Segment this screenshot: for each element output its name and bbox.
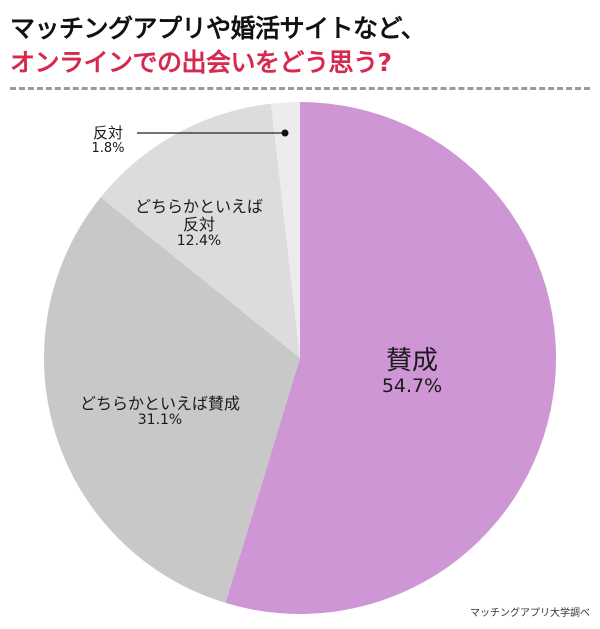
label-somewhat-disagree-name2: 反対 bbox=[182, 214, 216, 234]
chart-title-line1: マッチングアプリや婚活サイトなど、 bbox=[10, 14, 426, 43]
label-agree: 賛成 54.7% bbox=[381, 346, 443, 398]
label-disagree: 反対 1.8% bbox=[91, 125, 124, 156]
leader-dot bbox=[281, 129, 289, 137]
chart-title-line2: オンラインでの出会いをどう思う? bbox=[10, 48, 392, 77]
label-somewhat-agree-pct: 31.1% bbox=[137, 411, 183, 428]
slice-somewhat-disagree bbox=[100, 103, 300, 359]
label-agree-pct: 54.7% bbox=[381, 375, 443, 398]
slice-somewhat-agree bbox=[43, 197, 301, 603]
dashed-divider bbox=[10, 87, 590, 90]
label-somewhat-disagree: どちらかといえば 反対 12.4% bbox=[135, 198, 263, 249]
label-somewhat-agree: どちらかといえば賛成 31.1% bbox=[80, 395, 240, 429]
slice-agree bbox=[225, 102, 557, 614]
label-disagree-pct: 1.8% bbox=[91, 140, 125, 156]
label-somewhat-disagree-name1: どちらかといえば bbox=[134, 197, 264, 216]
label-agree-name: 賛成 bbox=[385, 346, 439, 376]
label-somewhat-agree-name: どちらかといえば賛成 bbox=[79, 394, 241, 413]
slice-disagree bbox=[271, 102, 300, 358]
label-disagree-name: 反対 bbox=[92, 124, 123, 142]
source-note: マッチングアプリ大学調べ bbox=[470, 608, 590, 619]
pie-slices bbox=[43, 102, 557, 614]
label-somewhat-disagree-pct: 12.4% bbox=[176, 232, 222, 249]
